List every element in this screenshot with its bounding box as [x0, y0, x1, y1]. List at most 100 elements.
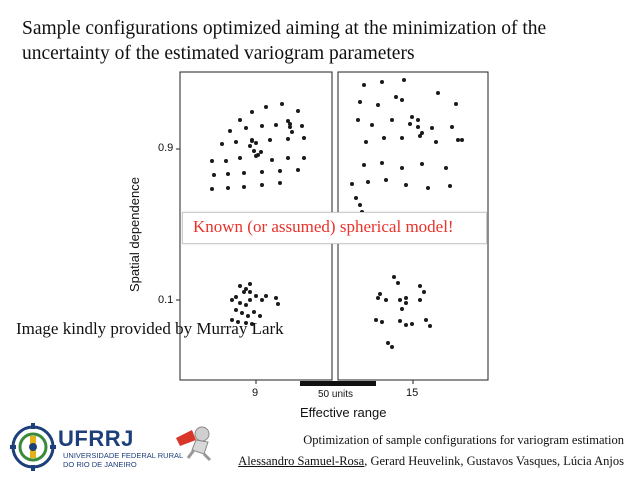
sample-point: [236, 320, 240, 324]
footer-lead-author-link[interactable]: Alessandro Samuel-Rosa: [238, 454, 365, 468]
sample-point: [434, 140, 438, 144]
sample-point: [250, 138, 254, 142]
logo-subtitle-line2: DO RIO DE JANEIRO: [63, 460, 137, 469]
sample-point: [380, 161, 384, 165]
sample-point: [296, 168, 300, 172]
sample-point: [274, 123, 278, 127]
sample-points: [210, 78, 464, 349]
sample-point: [238, 284, 242, 288]
sample-point: [408, 122, 412, 126]
sample-point: [240, 311, 244, 315]
sample-point: [396, 281, 400, 285]
sample-point: [242, 185, 246, 189]
ytick-label-upper: 0.9: [158, 142, 174, 154]
sample-point: [278, 181, 282, 185]
sample-point: [404, 301, 408, 305]
sample-point: [260, 183, 264, 187]
sample-point: [362, 83, 366, 87]
sample-point: [426, 186, 430, 190]
sample-point: [296, 109, 300, 113]
ytick-label-lower: 0.1: [158, 294, 174, 306]
footer-authors: Alessandro Samuel-Rosa, Gerard Heuvelink…: [238, 454, 624, 469]
footer-coauthors: , Gerard Heuvelink, Gustavos Vasques, Lú…: [364, 454, 624, 468]
sample-point: [384, 298, 388, 302]
sample-point: [256, 153, 260, 157]
sample-point: [366, 180, 370, 184]
sample-point: [404, 323, 408, 327]
sample-point: [210, 187, 214, 191]
sample-point: [436, 91, 440, 95]
sample-point: [244, 287, 248, 291]
sample-point: [420, 162, 424, 166]
sample-point: [358, 203, 362, 207]
footer-presentation-title: Optimization of sample configurations fo…: [303, 433, 624, 447]
sample-point: [400, 307, 404, 311]
sample-point: [288, 125, 292, 129]
ufrrj-logo: UFRRJ UNIVERSIDADE FEDERAL RURAL DO RIO …: [8, 420, 218, 474]
sample-point: [280, 102, 284, 106]
sample-point: [260, 298, 264, 302]
sample-point: [376, 296, 380, 300]
sample-point: [238, 156, 242, 160]
sample-point: [230, 298, 234, 302]
sample-point: [259, 150, 263, 154]
sample-point: [278, 169, 282, 173]
sample-point: [456, 138, 460, 142]
spherical-model-callout: Known (or assumed) spherical model!: [182, 212, 487, 244]
sample-point: [362, 163, 366, 167]
sample-point: [254, 141, 258, 145]
sample-point: [288, 122, 292, 126]
sample-point: [400, 98, 404, 102]
sample-point: [226, 186, 230, 190]
sample-point: [224, 159, 228, 163]
sample-point: [402, 78, 406, 82]
sample-point: [238, 118, 242, 122]
sample-point: [398, 319, 402, 323]
sample-point: [418, 298, 422, 302]
sample-point: [390, 118, 394, 122]
sample-point: [418, 134, 422, 138]
sample-point: [448, 184, 452, 188]
sample-point: [392, 275, 396, 279]
sample-point: [244, 321, 248, 325]
sample-point: [302, 136, 306, 140]
sample-point: [354, 196, 358, 200]
sample-point: [428, 324, 432, 328]
sample-point: [420, 131, 424, 135]
xtick-label-right: 15: [406, 387, 419, 399]
sample-point: [302, 156, 306, 160]
sample-point: [410, 115, 414, 119]
sample-point: [254, 294, 258, 298]
sample-point: [286, 156, 290, 160]
sample-point: [248, 298, 252, 302]
sample-point: [404, 183, 408, 187]
sample-point: [380, 320, 384, 324]
x-axis-label: Effective range: [300, 405, 387, 420]
sample-point: [394, 95, 398, 99]
sample-point: [460, 138, 464, 142]
sample-point: [228, 129, 232, 133]
image-credit-note: Image kindly provided by Murray Lark: [16, 318, 284, 339]
sample-point: [226, 172, 230, 176]
sample-point: [258, 314, 262, 318]
sample-point: [246, 314, 250, 318]
sample-point: [242, 290, 246, 294]
sample-point: [358, 100, 362, 104]
sample-point: [220, 142, 224, 146]
sample-point: [410, 322, 414, 326]
sample-point: [378, 292, 382, 296]
sample-point: [230, 318, 234, 322]
logo-wordmark: UFRRJ: [58, 426, 134, 451]
sample-point: [242, 171, 246, 175]
sample-point: [400, 136, 404, 140]
sample-point: [286, 119, 290, 123]
sample-point: [430, 126, 434, 130]
sample-point: [382, 136, 386, 140]
sample-point: [290, 130, 294, 134]
sample-point: [422, 290, 426, 294]
xtick-label-left: 9: [252, 387, 259, 399]
sample-point: [374, 318, 378, 322]
sample-point: [250, 110, 254, 114]
sample-point: [238, 301, 242, 305]
sample-point: [364, 140, 368, 144]
